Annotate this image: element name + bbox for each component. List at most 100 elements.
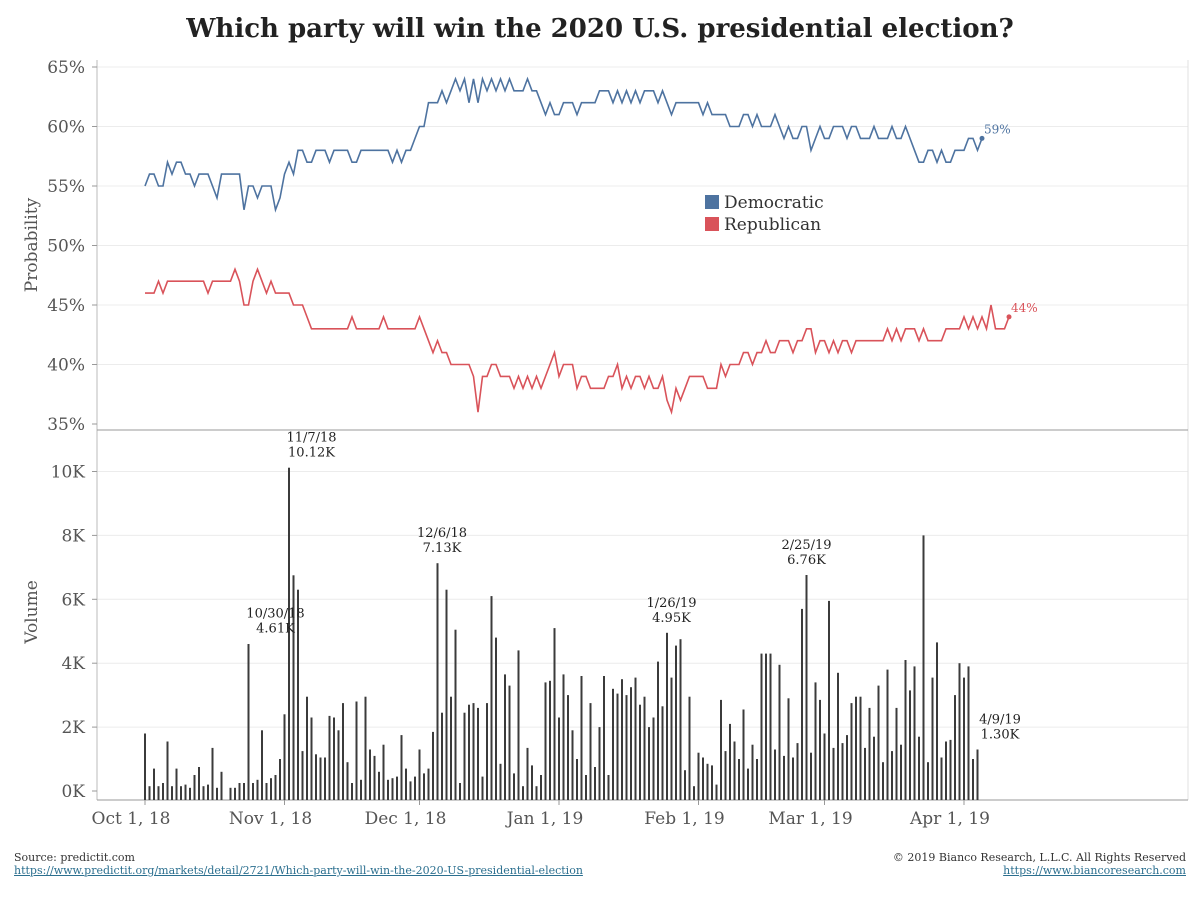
volume-bar (706, 763, 709, 800)
volume-bar (841, 743, 844, 800)
volume-bar (319, 757, 322, 800)
series-end-dot-democratic (979, 135, 985, 141)
footer-copyright: © 2019 Bianco Research, L.L.C. All Right… (893, 851, 1186, 877)
volume-bar (490, 596, 493, 800)
annotation-date: 1/26/19 (646, 596, 696, 611)
y-tick-label: 60% (47, 118, 85, 138)
volume-bar (823, 733, 826, 800)
volume-bar (859, 696, 862, 800)
volume-bar (630, 687, 632, 800)
x-tick-label: Jan 1, 19 (505, 809, 584, 829)
volume-bar (774, 749, 776, 800)
series-end-label-republican: 44% (1011, 301, 1038, 315)
volume-bar (612, 688, 614, 800)
y-axis-title-volume: Volume (22, 580, 42, 645)
volume-bar (949, 739, 952, 800)
volume-bar (720, 699, 722, 800)
volume-bar (369, 749, 371, 800)
volume-bar (360, 779, 362, 800)
volume-bar (526, 747, 529, 800)
volume-bar (423, 773, 425, 800)
volume-bar (270, 778, 272, 800)
volume-bar (301, 751, 304, 800)
volume-bar (549, 680, 551, 800)
volume-bar (922, 535, 925, 800)
volume-bar (594, 767, 596, 800)
volume-bar (292, 575, 295, 800)
volume-bar (274, 775, 277, 800)
volume-bar (405, 768, 407, 800)
volume-bar (747, 768, 749, 800)
series-end-dot-republican (1006, 314, 1012, 320)
volume-bar (306, 696, 308, 800)
volume-bar (931, 677, 934, 800)
volume-bar (864, 747, 866, 800)
volume-bar (342, 703, 344, 800)
volume-bar (945, 741, 947, 800)
volume-bar (787, 698, 790, 800)
annotation-value: 7.13K (423, 541, 462, 556)
volume-bar (481, 776, 484, 800)
volume-bar (616, 693, 619, 800)
volume-bar (495, 637, 497, 800)
volume-bar (477, 707, 479, 800)
volume-bar (432, 731, 434, 800)
volume-bar (621, 679, 623, 800)
volume-bar (513, 773, 515, 800)
volume-bar (693, 786, 695, 800)
volume-bar (202, 786, 205, 800)
volume-bar (576, 759, 578, 800)
volume-bar (391, 778, 394, 800)
volume-bar (351, 783, 353, 800)
volume-bar (589, 703, 592, 800)
volume-bar (459, 783, 461, 800)
volume-bar (418, 749, 421, 800)
annotation-date: 2/25/19 (781, 538, 831, 553)
volume-bar (508, 685, 511, 800)
volume-bar (261, 730, 263, 800)
volume-bar (580, 676, 583, 800)
x-tick-label: Feb 1, 19 (644, 809, 724, 829)
volume-bar (522, 786, 524, 800)
grid-layer (97, 66, 1188, 728)
volume-bar (769, 653, 772, 800)
volume-bar (832, 747, 835, 800)
volume-bar (715, 784, 718, 800)
volume-bar (792, 757, 794, 800)
volume-bar (648, 727, 650, 800)
source-label: Source: predictit.com (14, 851, 135, 864)
series-line-democratic (144, 75, 983, 213)
volume-bar (909, 690, 911, 800)
volume-bar (603, 676, 605, 800)
source-link[interactable]: https://www.predictit.org/markets/detail… (14, 864, 583, 877)
y-tick-label: 0K (61, 782, 85, 802)
volume-bar (877, 685, 880, 800)
volume-bar (355, 701, 358, 800)
volume-bar (679, 639, 682, 800)
y-tick-label: 65% (47, 58, 85, 78)
site-link[interactable]: https://www.biancoresearch.com (1003, 864, 1186, 877)
volume-bar (310, 717, 313, 800)
volume-bar (796, 743, 799, 800)
volume-bar (454, 629, 457, 800)
volume-bar (216, 787, 218, 800)
volume-bar (828, 600, 830, 800)
volume-bar (441, 712, 443, 800)
volume-bar (598, 727, 601, 800)
x-tick-label: Apr 1, 19 (909, 809, 990, 829)
y-tick-label: 4K (61, 654, 85, 674)
volume-bar (193, 775, 196, 800)
volume-bar (940, 757, 943, 800)
y-tick-label: 2K (61, 718, 85, 738)
x-tick-label: Oct 1, 18 (92, 809, 171, 829)
volume-bar (895, 707, 898, 800)
volume-bar (234, 787, 236, 800)
volume-bar (702, 757, 704, 800)
volume-bar (607, 775, 610, 800)
x-tick-label: Nov 1, 18 (229, 809, 312, 829)
volume-bar (436, 563, 439, 800)
volume-bar (724, 751, 727, 800)
volume-bar (918, 736, 920, 800)
volume-bar (634, 677, 637, 800)
